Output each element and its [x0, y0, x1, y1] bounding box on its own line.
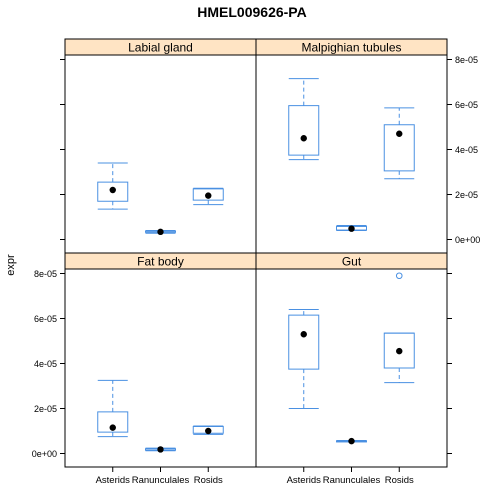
- median-dot: [300, 331, 307, 338]
- box-asterids: [97, 379, 129, 438]
- panel: Malpighian tubules: [255, 38, 448, 254]
- y-tick-label: 0e+00: [455, 235, 480, 245]
- median-dot: [396, 347, 403, 355]
- x-tick-label: Rosids: [385, 475, 414, 486]
- box-rosids: [192, 425, 224, 435]
- y-tick-label: 4e-05: [34, 359, 57, 369]
- panel-title: Labial gland: [128, 41, 193, 55]
- box-asterids: [97, 162, 129, 210]
- box-rosids: [192, 187, 224, 206]
- median-dot: [157, 446, 164, 453]
- box-rosids: [383, 107, 415, 180]
- y-tick-label: 2e-05: [455, 190, 478, 200]
- chart-title: HMEL009626-PA: [197, 4, 306, 20]
- box-iqr: [192, 188, 224, 201]
- box-iqr: [288, 314, 320, 370]
- median-dot: [348, 437, 355, 445]
- median-dot: [396, 130, 403, 137]
- box-iqr: [97, 181, 129, 202]
- box-iqr: [97, 411, 129, 433]
- panel-frame: [255, 268, 448, 468]
- box-ranunculales: [145, 446, 176, 453]
- panel: Fat body: [64, 252, 257, 468]
- y-tick-label: 2e-05: [34, 404, 57, 414]
- box-asterids: [288, 78, 320, 161]
- median-dot: [300, 135, 307, 142]
- box-rosids: [383, 272, 415, 384]
- x-tick-label: Ranunculales: [132, 475, 190, 486]
- median-dot: [205, 427, 212, 435]
- panel-title: Malpighian tubules: [301, 41, 401, 55]
- panel: Gut: [255, 252, 448, 468]
- box-iqr: [288, 105, 320, 156]
- y-tick-label: 6e-05: [455, 100, 478, 110]
- box-iqr: [383, 332, 415, 369]
- y-tick-label: 8e-05: [34, 269, 57, 279]
- box-ranunculales: [336, 225, 367, 232]
- outlier-point: [395, 272, 403, 280]
- median-dot: [157, 228, 164, 236]
- median-dot: [109, 424, 116, 431]
- box-asterids: [288, 309, 320, 409]
- y-tick-label: 8e-05: [455, 55, 478, 65]
- y-tick-label: 0e+00: [32, 449, 57, 459]
- panels-group: Labial gland Malpighian tubules Fat body Gu…: [32, 38, 480, 486]
- x-tick-label: Ranunculales: [323, 475, 381, 486]
- median-dot: [109, 186, 116, 194]
- y-tick-label: 6e-05: [34, 314, 57, 324]
- y-tick-label: 4e-05: [455, 145, 478, 155]
- x-tick-label: Rosids: [194, 475, 223, 486]
- panel-frame: [255, 54, 448, 254]
- x-tick-label: Asterids: [96, 475, 131, 486]
- panel-frame: [64, 54, 257, 254]
- y-axis-label: expr: [5, 254, 17, 276]
- median-dot: [205, 192, 212, 199]
- panel-title: Fat body: [137, 255, 184, 269]
- median-dot: [348, 225, 355, 232]
- box-iqr: [383, 124, 415, 172]
- panel-frame: [64, 268, 257, 468]
- box-ranunculales: [336, 437, 367, 445]
- panel-title: Gut: [342, 255, 362, 269]
- panel: Labial gland: [64, 38, 257, 254]
- x-tick-label: Asterids: [287, 475, 322, 486]
- box-ranunculales: [145, 228, 176, 236]
